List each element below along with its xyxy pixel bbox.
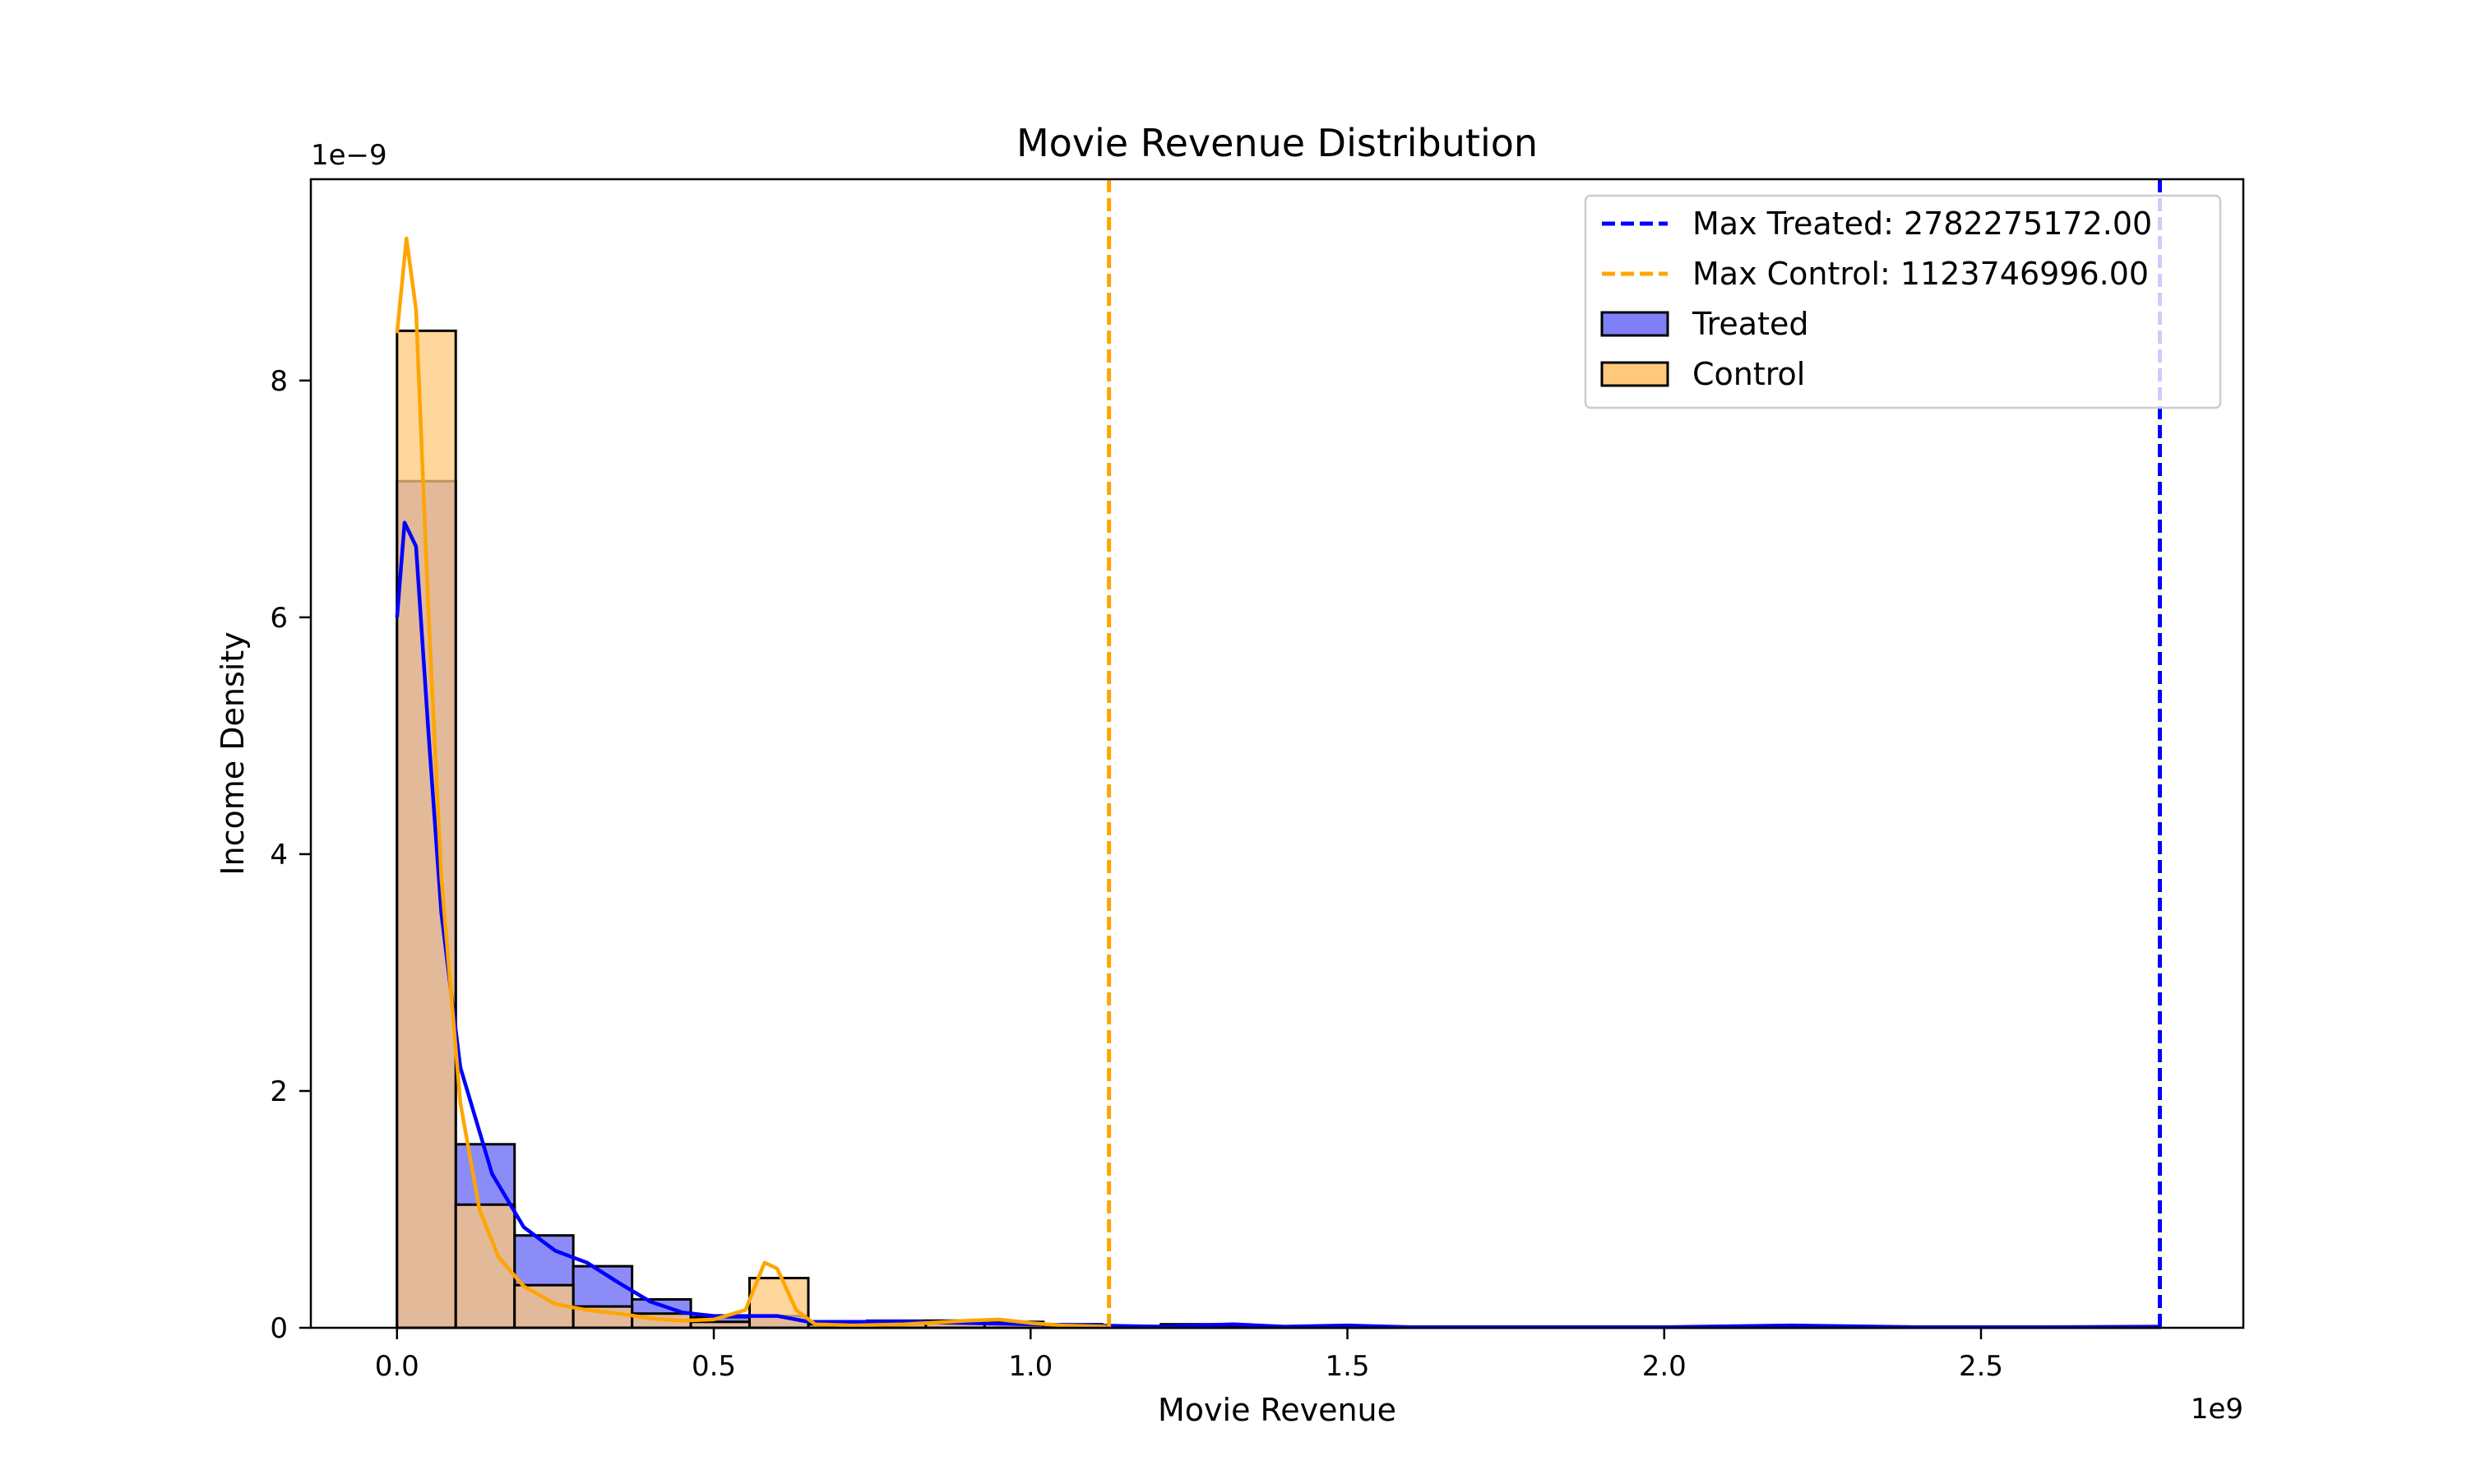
x-tick-label: 0.5: [692, 1350, 736, 1383]
y-tick-label: 6: [270, 602, 288, 635]
chart-title: Movie Revenue Distribution: [1016, 121, 1538, 165]
y-axis-offset-label: 1e−9: [311, 139, 387, 172]
control-kde-line: [395, 236, 1107, 1329]
x-tick-label: 1.5: [1325, 1350, 1369, 1383]
x-axis-label: Movie Revenue: [1158, 1392, 1396, 1428]
legend-label-control: Control: [1692, 356, 1805, 392]
x-tick-label: 0.0: [375, 1350, 419, 1383]
x-tick-label: 2.5: [1959, 1350, 2003, 1383]
y-axis-label: Income Density: [215, 631, 251, 875]
control-bar-6: [748, 1277, 810, 1329]
y-tick-label: 4: [270, 839, 288, 871]
y-tick-label: 0: [270, 1312, 288, 1345]
control-bar-0: [396, 329, 457, 1329]
legend-swatch-control: [1600, 361, 1669, 387]
legend-box: [1584, 194, 2222, 409]
x-tick-label: 1.0: [1008, 1350, 1053, 1383]
legend-label-max-control: Max Control: 1123746996.00: [1692, 256, 2149, 292]
y-tick-label: 2: [270, 1075, 288, 1108]
axes: 0.0 0.5 1.0 1.5 2.0 2.5 0 2 4 6 8: [270, 365, 2003, 1383]
x-tick-label: 2.0: [1642, 1350, 1687, 1383]
legend-label-treated: Treated: [1692, 306, 1808, 342]
legend: Max Treated: 2782275172.00 Max Control: 1…: [1584, 194, 2222, 409]
x-axis-offset-label: 1e9: [2191, 1393, 2243, 1426]
y-tick-label: 8: [270, 365, 288, 398]
plot-frame: [309, 178, 2245, 1329]
legend-label-max-treated: Max Treated: 2782275172.00: [1692, 206, 2152, 242]
legend-swatch-treated: [1600, 311, 1669, 337]
